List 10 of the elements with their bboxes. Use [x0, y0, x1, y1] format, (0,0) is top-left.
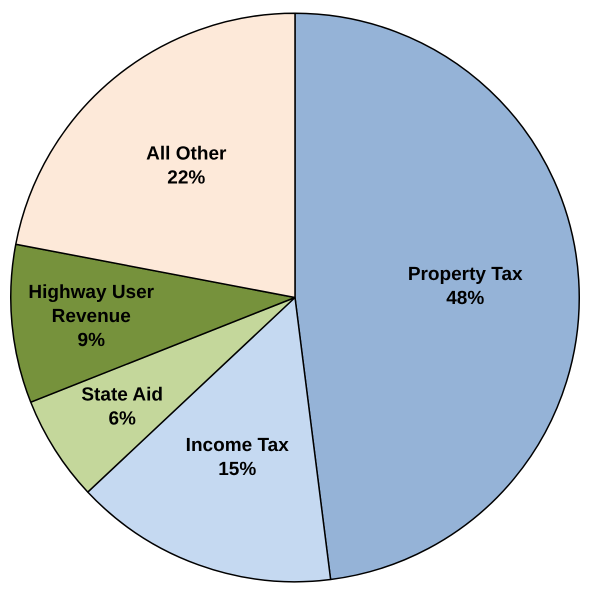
slice-label: State Aid: [81, 384, 164, 406]
slice-label: All Other: [146, 143, 228, 164]
data-label: 22%: [167, 167, 206, 188]
data-label: 48%: [446, 288, 484, 310]
slice-label: Income Tax: [186, 435, 290, 456]
data-label: 15%: [218, 459, 256, 480]
data-label: 6%: [108, 408, 136, 430]
slice-label: Highway User Revenue: [28, 282, 155, 327]
slice-label: Property Tax: [408, 264, 524, 286]
data-label: 9%: [78, 330, 106, 351]
